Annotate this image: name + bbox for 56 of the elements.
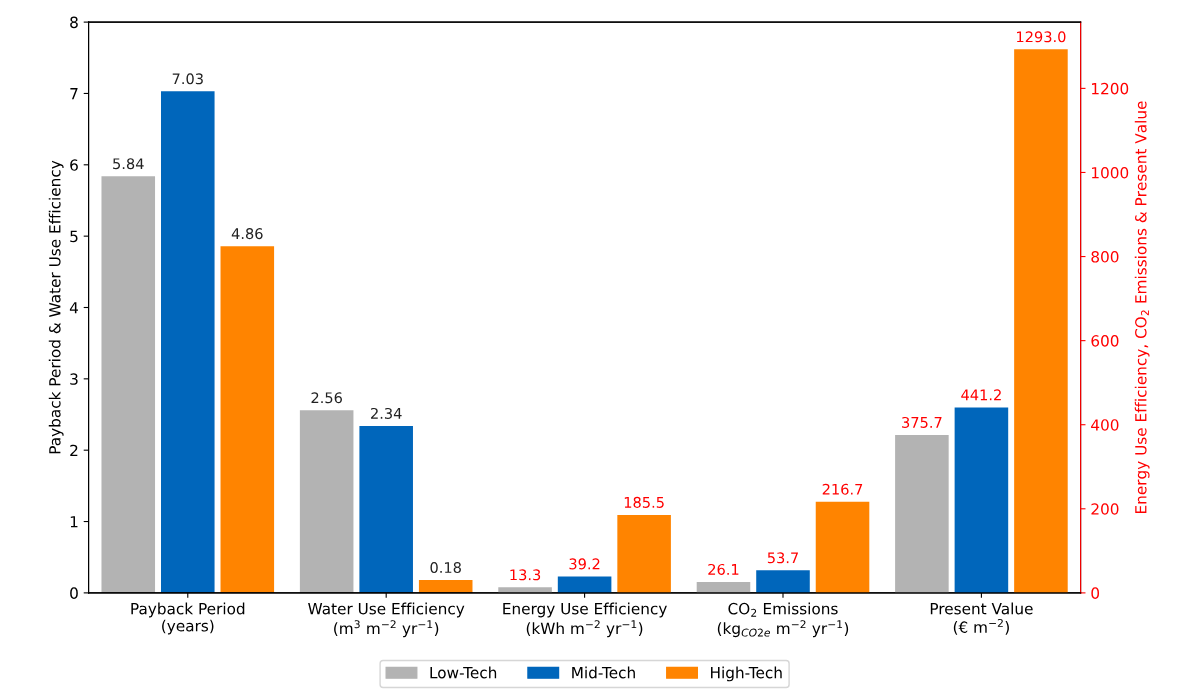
data-label: 1293.0 bbox=[1017, 31, 1066, 43]
data-label: 216.7 bbox=[822, 483, 863, 495]
bar bbox=[418, 580, 473, 593]
data-label: 441.2 bbox=[961, 389, 1001, 401]
y2-tick-label: 800 bbox=[1091, 251, 1119, 263]
y-tick-label: 6 bbox=[70, 159, 78, 171]
y2-tick-label: 600 bbox=[1091, 335, 1119, 347]
bar bbox=[498, 587, 552, 593]
legend-label: High-Tech bbox=[711, 666, 782, 682]
category-label: CO$_{2}$ Emissions (kg$_{CO2e}$ m$^{−2}$ yr$^{−1}$) bbox=[717, 602, 849, 638]
bar bbox=[359, 425, 413, 593]
y-tick-label: 2 bbox=[70, 444, 78, 456]
y2-tick-label: 400 bbox=[1091, 419, 1119, 431]
data-label: 185.5 bbox=[624, 496, 664, 508]
bar bbox=[557, 576, 612, 593]
x-tick-label: Payback Period (years) bbox=[131, 602, 245, 635]
data-label: 13.3 bbox=[510, 569, 541, 581]
x-tick-label: Water Use Efficiency (m$^{3}$ m$^{−2}$ yr$^{−1}$) bbox=[308, 602, 465, 638]
bar bbox=[895, 434, 949, 593]
y-tick-label: 7 bbox=[70, 88, 78, 100]
bar bbox=[220, 246, 275, 593]
bar bbox=[101, 176, 156, 593]
bar bbox=[696, 581, 751, 593]
y-tick-label: 0 bbox=[70, 587, 78, 599]
y2-axis-title: Energy Use Efficiency, CO$_{2}$ Emissions & Present Value bbox=[1134, 101, 1150, 514]
y-tick-label: 4 bbox=[69, 302, 78, 314]
data-label: 53.7 bbox=[767, 552, 798, 564]
bar bbox=[299, 410, 354, 593]
data-label: 0.18 bbox=[430, 562, 461, 574]
legend-label: Low-Tech bbox=[430, 666, 497, 679]
bar bbox=[954, 407, 1009, 593]
y-tick-label: 3 bbox=[70, 373, 78, 385]
data-label: 2.56 bbox=[311, 392, 342, 404]
y2-tick-label: 1200 bbox=[1092, 82, 1129, 95]
y-tick-label: 8 bbox=[70, 16, 78, 29]
x-tick-label: Present Value (€ m$^{−2}$) bbox=[930, 602, 1033, 635]
y-tick-label: 1 bbox=[70, 516, 78, 528]
data-label: 39.2 bbox=[569, 558, 600, 570]
data-label: 26.1 bbox=[708, 563, 739, 575]
y2-tick-label: 200 bbox=[1091, 503, 1119, 515]
bar bbox=[617, 514, 671, 593]
bar bbox=[815, 501, 870, 593]
data-label: 5.84 bbox=[113, 158, 144, 170]
data-label: 2.34 bbox=[371, 407, 402, 419]
data-label: 7.03 bbox=[172, 73, 203, 85]
data-label: 4.86 bbox=[231, 228, 263, 240]
legend-label: Mid-Tech bbox=[572, 666, 635, 679]
y-tick-label: 5 bbox=[70, 230, 78, 243]
x-tick-label: Energy Use Efficiency (kWh m$^{−2}$ yr$^{−1}$) bbox=[503, 602, 667, 638]
y2-tick-label: 1000 bbox=[1092, 166, 1129, 179]
y2-tick-label: 0 bbox=[1091, 587, 1100, 599]
bar bbox=[756, 570, 810, 593]
bar bbox=[1014, 49, 1068, 593]
bar bbox=[160, 91, 215, 593]
y-axis-title: Payback Period & Water Use Efficiency bbox=[48, 160, 64, 454]
data-label: 375.7 bbox=[902, 416, 942, 428]
